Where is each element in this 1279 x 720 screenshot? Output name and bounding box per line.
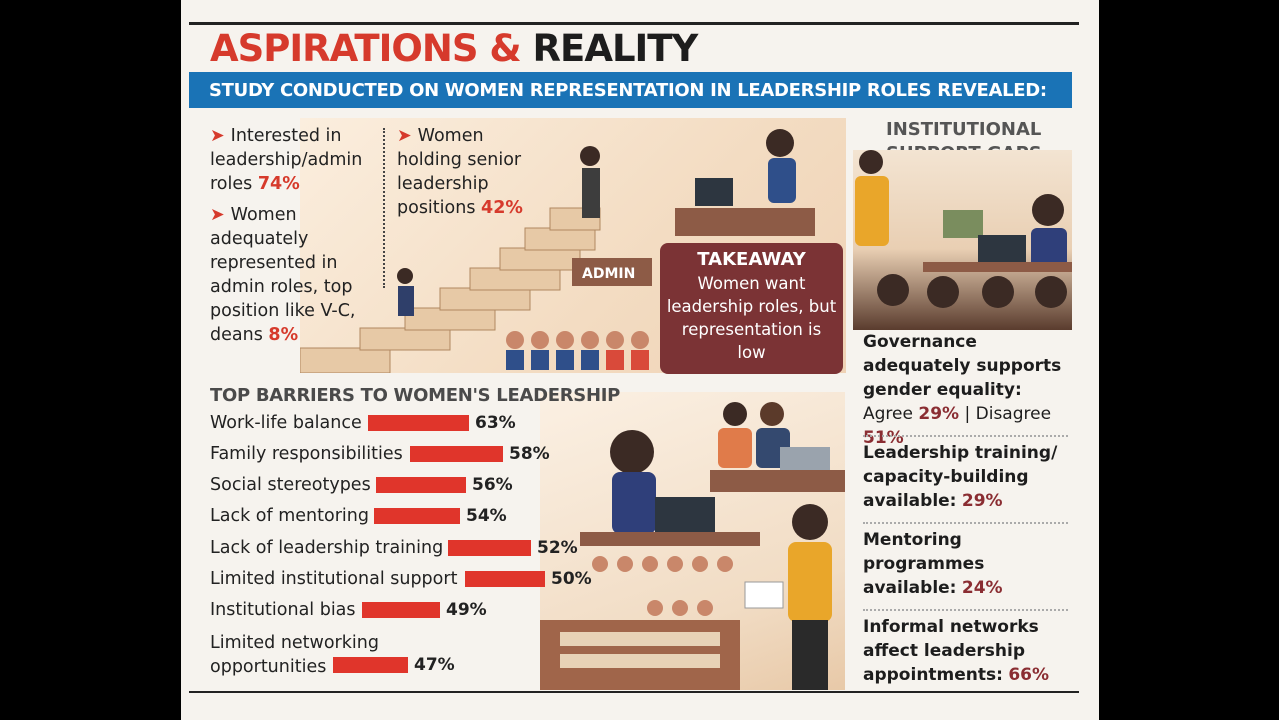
arrow-icon: ➤ [210, 126, 225, 146]
office-illustration [540, 392, 845, 690]
stat-mentoring-value: 24% [961, 578, 1003, 598]
fact-interested-value: 74% [257, 174, 300, 194]
stat-governance-agree: 29% [918, 404, 960, 424]
stat-mentoring-label: Mentoring programmes available: [863, 530, 985, 598]
top-rule [189, 22, 1079, 25]
arrow-icon: ➤ [397, 126, 412, 146]
dotted-divider [383, 128, 385, 288]
takeaway-heading: TAKEAWAY [697, 249, 806, 270]
subtitle-banner: STUDY CONDUCTED ON WOMEN REPRESENTATION … [189, 72, 1072, 108]
admin-sign-label: ADMIN [582, 266, 635, 282]
stat-governance-label: Governance adequately supports gender eq… [863, 332, 1062, 400]
divider [863, 435, 1068, 437]
divider [863, 609, 1068, 611]
stat-networks: Informal networks affect leadership appo… [863, 615, 1073, 687]
stat-governance-disagree-label: Disagree [975, 404, 1052, 424]
stat-governance-agree-label: Agree [863, 404, 913, 424]
stat-training-label: Leadership training/ capacity-building a… [863, 443, 1058, 511]
divider [863, 522, 1068, 524]
fact-senior-value: 42% [481, 198, 523, 218]
stat-networks-value: 66% [1008, 665, 1050, 685]
title-part-2: REALITY [532, 27, 699, 70]
stat-training-value: 29% [961, 491, 1003, 511]
lecture-drawing [855, 150, 1072, 308]
fact-represented: ➤ Women adequately represented in admin r… [210, 203, 380, 347]
bottom-rule [189, 691, 1079, 693]
admin-sign [572, 258, 652, 286]
takeaway-body: Women want leadership roles, but represe… [666, 274, 837, 362]
office-drawing [540, 402, 845, 690]
lecture-illustration [853, 150, 1072, 330]
arrow-icon: ➤ [210, 205, 225, 225]
fact-represented-value: 8% [268, 325, 299, 345]
fact-interested: ➤ Interested in leadership/admin roles 74… [210, 124, 375, 196]
stat-governance-disagree: 51% [863, 428, 904, 448]
banner-text: STUDY CONDUCTED ON WOMEN REPRESENTATION … [209, 80, 1047, 101]
fact-interested-text: Interested in leadership/admin roles [210, 126, 363, 194]
takeaway-box: TAKEAWAY Women want leadership roles, bu… [660, 243, 843, 374]
fact-senior: ➤ Women holding senior leadership positio… [397, 124, 532, 220]
staircase-drawing: ADMIN [299, 129, 815, 374]
stat-networks-label: Informal networks affect leadership appo… [863, 617, 1039, 685]
chart-title: TOP BARRIERS TO WOMEN'S LEADERSHIP [210, 385, 621, 406]
stat-training: Leadership training/ capacity-building a… [863, 441, 1073, 513]
fact-senior-text: Women holding senior leadership position… [397, 126, 522, 218]
stat-mentoring: Mentoring programmes available: 24% [863, 528, 1073, 600]
stat-governance: Governance adequately supports gender eq… [863, 330, 1073, 450]
stat-governance-sep: | [964, 404, 971, 424]
title-part-1: ASPIRATIONS & [210, 27, 522, 70]
page-title: ASPIRATIONS & REALITY [210, 27, 699, 70]
fact-represented-text: Women adequately represented in admin ro… [210, 205, 356, 345]
